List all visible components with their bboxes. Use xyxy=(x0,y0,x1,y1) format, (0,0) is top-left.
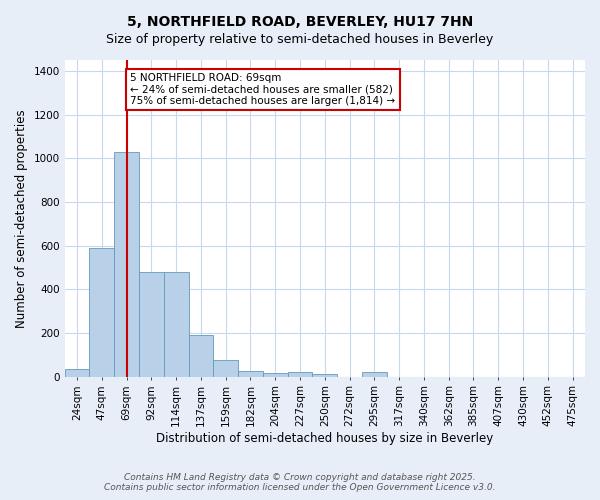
Bar xyxy=(238,371,263,376)
Bar xyxy=(164,272,188,376)
Text: 5 NORTHFIELD ROAD: 69sqm
← 24% of semi-detached houses are smaller (582)
75% of : 5 NORTHFIELD ROAD: 69sqm ← 24% of semi-d… xyxy=(130,73,395,106)
Bar xyxy=(263,372,287,376)
Text: 5, NORTHFIELD ROAD, BEVERLEY, HU17 7HN: 5, NORTHFIELD ROAD, BEVERLEY, HU17 7HN xyxy=(127,15,473,29)
Bar xyxy=(89,248,114,376)
Bar xyxy=(313,374,337,376)
Bar xyxy=(114,152,139,376)
Bar xyxy=(287,372,313,376)
X-axis label: Distribution of semi-detached houses by size in Beverley: Distribution of semi-detached houses by … xyxy=(156,432,493,445)
Text: Size of property relative to semi-detached houses in Beverley: Size of property relative to semi-detach… xyxy=(106,32,494,46)
Text: Contains HM Land Registry data © Crown copyright and database right 2025.
Contai: Contains HM Land Registry data © Crown c… xyxy=(104,473,496,492)
Y-axis label: Number of semi-detached properties: Number of semi-detached properties xyxy=(15,109,28,328)
Bar xyxy=(188,335,214,376)
Bar xyxy=(214,360,238,376)
Bar xyxy=(65,369,89,376)
Bar xyxy=(139,272,164,376)
Bar xyxy=(362,372,387,376)
